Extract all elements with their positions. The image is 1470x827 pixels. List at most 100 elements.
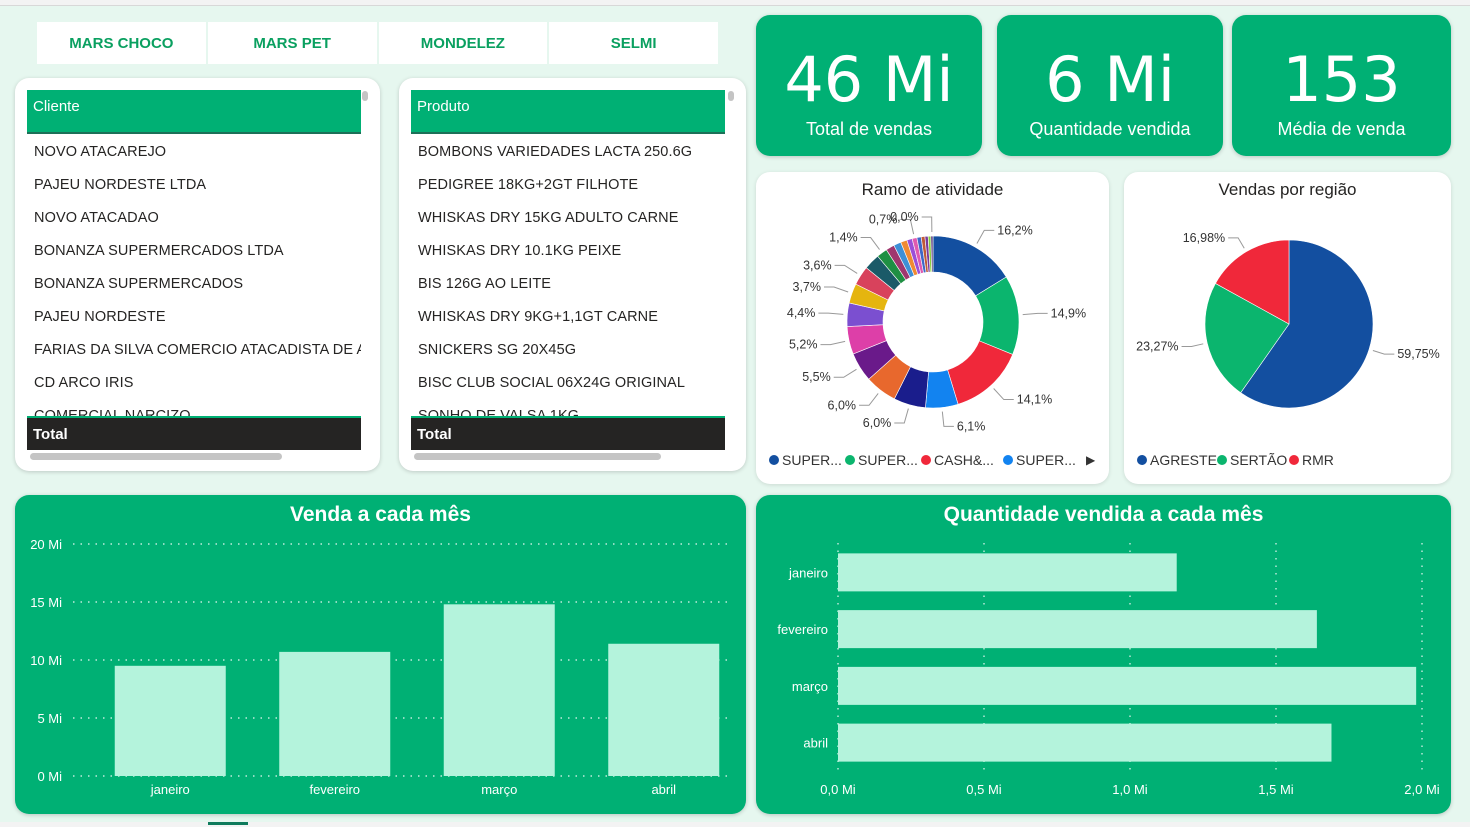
slice-data-label: 14,1% bbox=[1017, 393, 1052, 407]
table-row[interactable]: BONANZA SUPERMERCADOS bbox=[34, 276, 244, 292]
cliente-table: Cliente NOVO ATACAREJO PAJEU NORDESTE LT… bbox=[15, 78, 380, 471]
slice-leader-line bbox=[833, 368, 857, 378]
slice-leader-line bbox=[818, 312, 844, 315]
slicer-button-mars-choco[interactable]: MARS CHOCO bbox=[37, 22, 206, 64]
bar[interactable] bbox=[838, 723, 1332, 762]
table-row[interactable]: NOVO ATACADAO bbox=[34, 210, 159, 226]
legend-label: SUPER... bbox=[782, 452, 842, 468]
chart-title: Ramo de atividade bbox=[861, 180, 1004, 199]
slice-leader-line bbox=[1228, 237, 1245, 249]
kpi-card-quantidade-vendida: 6 Mi Quantidade vendida bbox=[997, 15, 1223, 156]
ramo-donut-chart[interactable]: 16,2% 14,9% 14,1% 6,1% 6,0% 6,0% 5,5% 5,2% 4,4% 3… bbox=[756, 172, 1109, 484]
table-row[interactable]: BOMBONS VARIEDADES LACTA 250.6G bbox=[418, 144, 693, 160]
active-page-tab[interactable] bbox=[208, 822, 248, 825]
slice-data-label: 3,6% bbox=[803, 258, 832, 272]
table-row[interactable]: BISC CLUB SOCIAL 06X24G ORIGINAL bbox=[418, 375, 685, 391]
table-row[interactable]: SNICKERS SG 20X45G bbox=[418, 342, 577, 358]
slice-leader-line bbox=[820, 340, 846, 346]
table-row[interactable]: SONHO DE VALSA 1KG bbox=[418, 408, 580, 418]
bar[interactable] bbox=[608, 643, 720, 776]
regiao-slice[interactable] bbox=[1204, 283, 1290, 394]
kpi-label: Quantidade vendida bbox=[1029, 119, 1191, 139]
table-row[interactable]: PAJEU NORDESTE LTDA bbox=[34, 177, 207, 193]
y-tick-label: fevereiro bbox=[777, 622, 828, 637]
slice-leader-line bbox=[859, 393, 879, 406]
slicer-button-mars-pet[interactable]: MARS PET bbox=[207, 22, 377, 64]
table-row[interactable]: WHISKAS DRY 9KG+1,1GT CARNE bbox=[418, 309, 659, 325]
slice-data-label: 6,0% bbox=[828, 398, 857, 412]
legend-marker bbox=[1137, 455, 1147, 465]
table-row[interactable]: BONANZA SUPERMERCADOS LTDA bbox=[34, 243, 284, 259]
cliente-rows: NOVO ATACAREJO PAJEU NORDESTE LTDA NOVO … bbox=[27, 136, 361, 418]
regiao-slice[interactable] bbox=[1215, 239, 1290, 325]
legend-marker bbox=[921, 455, 931, 465]
kpi-value: 153 bbox=[1282, 43, 1401, 116]
page-tabs-strip bbox=[0, 822, 1470, 827]
slice-leader-line bbox=[921, 216, 933, 233]
venda-mes-bar-chart[interactable]: 0 Mi 5 Mi 10 Mi 15 Mi 20 Mi janeiro fevereiro m… bbox=[15, 495, 746, 814]
slice-leader-line bbox=[1372, 350, 1395, 355]
slice-leader-line bbox=[860, 237, 880, 250]
produto-total-row: Total bbox=[411, 416, 725, 450]
slice-leader-line bbox=[894, 408, 909, 424]
y-tick-label: março bbox=[792, 679, 828, 694]
bar[interactable] bbox=[838, 666, 1417, 705]
regiao-slice[interactable] bbox=[1240, 239, 1374, 409]
legend-next-arrow-icon[interactable]: ▶ bbox=[1086, 453, 1096, 467]
slice-leader-line bbox=[976, 229, 995, 244]
legend-label: RMR bbox=[1302, 452, 1334, 468]
slice-data-label: 5,5% bbox=[802, 370, 831, 384]
table-row[interactable]: WHISKAS DRY 10.1KG PEIXE bbox=[418, 243, 622, 259]
slicer-button-mondelez[interactable]: MONDELEZ bbox=[378, 22, 548, 64]
table-row[interactable]: FARIAS DA SILVA COMERCIO ATACADISTA DE A bbox=[34, 342, 361, 358]
cliente-column-header[interactable]: Cliente bbox=[27, 90, 361, 134]
bar[interactable] bbox=[279, 651, 391, 776]
kpi-label: Média de venda bbox=[1277, 119, 1406, 139]
bar[interactable] bbox=[838, 553, 1177, 592]
chart-title: Quantidade vendida a cada mês bbox=[943, 503, 1264, 526]
x-tick-label: 0,0 Mi bbox=[820, 782, 856, 797]
ramo-slice[interactable] bbox=[930, 235, 934, 273]
slicer-button-selmi[interactable]: SELMI bbox=[549, 22, 718, 64]
table-row[interactable]: NOVO ATACAREJO bbox=[34, 144, 167, 160]
x-tick-label: 1,0 Mi bbox=[1112, 782, 1148, 797]
ramo-slice[interactable] bbox=[947, 340, 1014, 405]
table-row[interactable]: BIS 126G AO LEITE bbox=[418, 276, 552, 292]
slice-data-label: 0,0% bbox=[890, 210, 919, 224]
cliente-vertical-scrollbar[interactable] bbox=[362, 91, 368, 101]
produto-table: Produto BOMBONS VARIEDADES LACTA 250.6G … bbox=[399, 78, 746, 471]
window-top-strip bbox=[0, 0, 1470, 6]
slice-data-label: 23,27% bbox=[1136, 340, 1178, 354]
y-tick-label: 20 Mi bbox=[30, 537, 62, 552]
brand-slicer: MARS CHOCO MARS PET MONDELEZ SELMI bbox=[37, 22, 718, 64]
quantidade-mes-bar-chart[interactable]: 0,0 Mi 0,5 Mi 1,0 Mi 1,5 Mi 2,0 Mi janeiro fev… bbox=[756, 495, 1451, 814]
cliente-horizontal-scrollbar[interactable] bbox=[30, 453, 282, 460]
produto-vertical-scrollbar[interactable] bbox=[728, 91, 734, 101]
bar[interactable] bbox=[114, 665, 226, 776]
x-tick-label: fevereiro bbox=[309, 782, 360, 797]
slice-data-label: 16,2% bbox=[997, 223, 1032, 237]
slice-data-label: 3,7% bbox=[793, 280, 822, 294]
kpi-card-total-vendas: 46 Mi Total de vendas bbox=[756, 15, 982, 156]
kpi-value: 6 Mi bbox=[1045, 43, 1175, 116]
slice-leader-line bbox=[941, 411, 954, 427]
x-tick-label: março bbox=[481, 782, 517, 797]
table-row[interactable]: PEDIGREE 18KG+2GT FILHOTE bbox=[418, 177, 639, 193]
table-row[interactable]: CD ARCO IRIS bbox=[34, 375, 134, 391]
table-row[interactable]: WHISKAS DRY 15KG ADULTO CARNE bbox=[418, 210, 679, 226]
bar[interactable] bbox=[443, 604, 555, 776]
slice-data-label: 6,0% bbox=[863, 416, 892, 430]
y-tick-label: janeiro bbox=[788, 565, 828, 580]
produto-horizontal-scrollbar[interactable] bbox=[414, 453, 661, 460]
x-tick-label: 2,0 Mi bbox=[1404, 782, 1440, 797]
chart-title: Vendas por região bbox=[1218, 180, 1357, 199]
slice-leader-line bbox=[900, 218, 915, 235]
legend-marker bbox=[845, 455, 855, 465]
legend-label: SERTÃO bbox=[1230, 452, 1287, 468]
bar[interactable] bbox=[838, 610, 1317, 649]
table-row[interactable]: COMERCIAL NARCIZO bbox=[34, 408, 191, 418]
quantidade-mes-card: Quantidade vendida a cada mês 0,0 Mi 0,5 … bbox=[756, 495, 1451, 814]
produto-column-header[interactable]: Produto bbox=[411, 90, 725, 134]
regiao-pie-chart[interactable]: 59,75% 23,27% 16,98% AGRESTE SERTÃO RMR bbox=[1124, 172, 1451, 484]
table-row[interactable]: PAJEU NORDESTE bbox=[34, 309, 166, 325]
